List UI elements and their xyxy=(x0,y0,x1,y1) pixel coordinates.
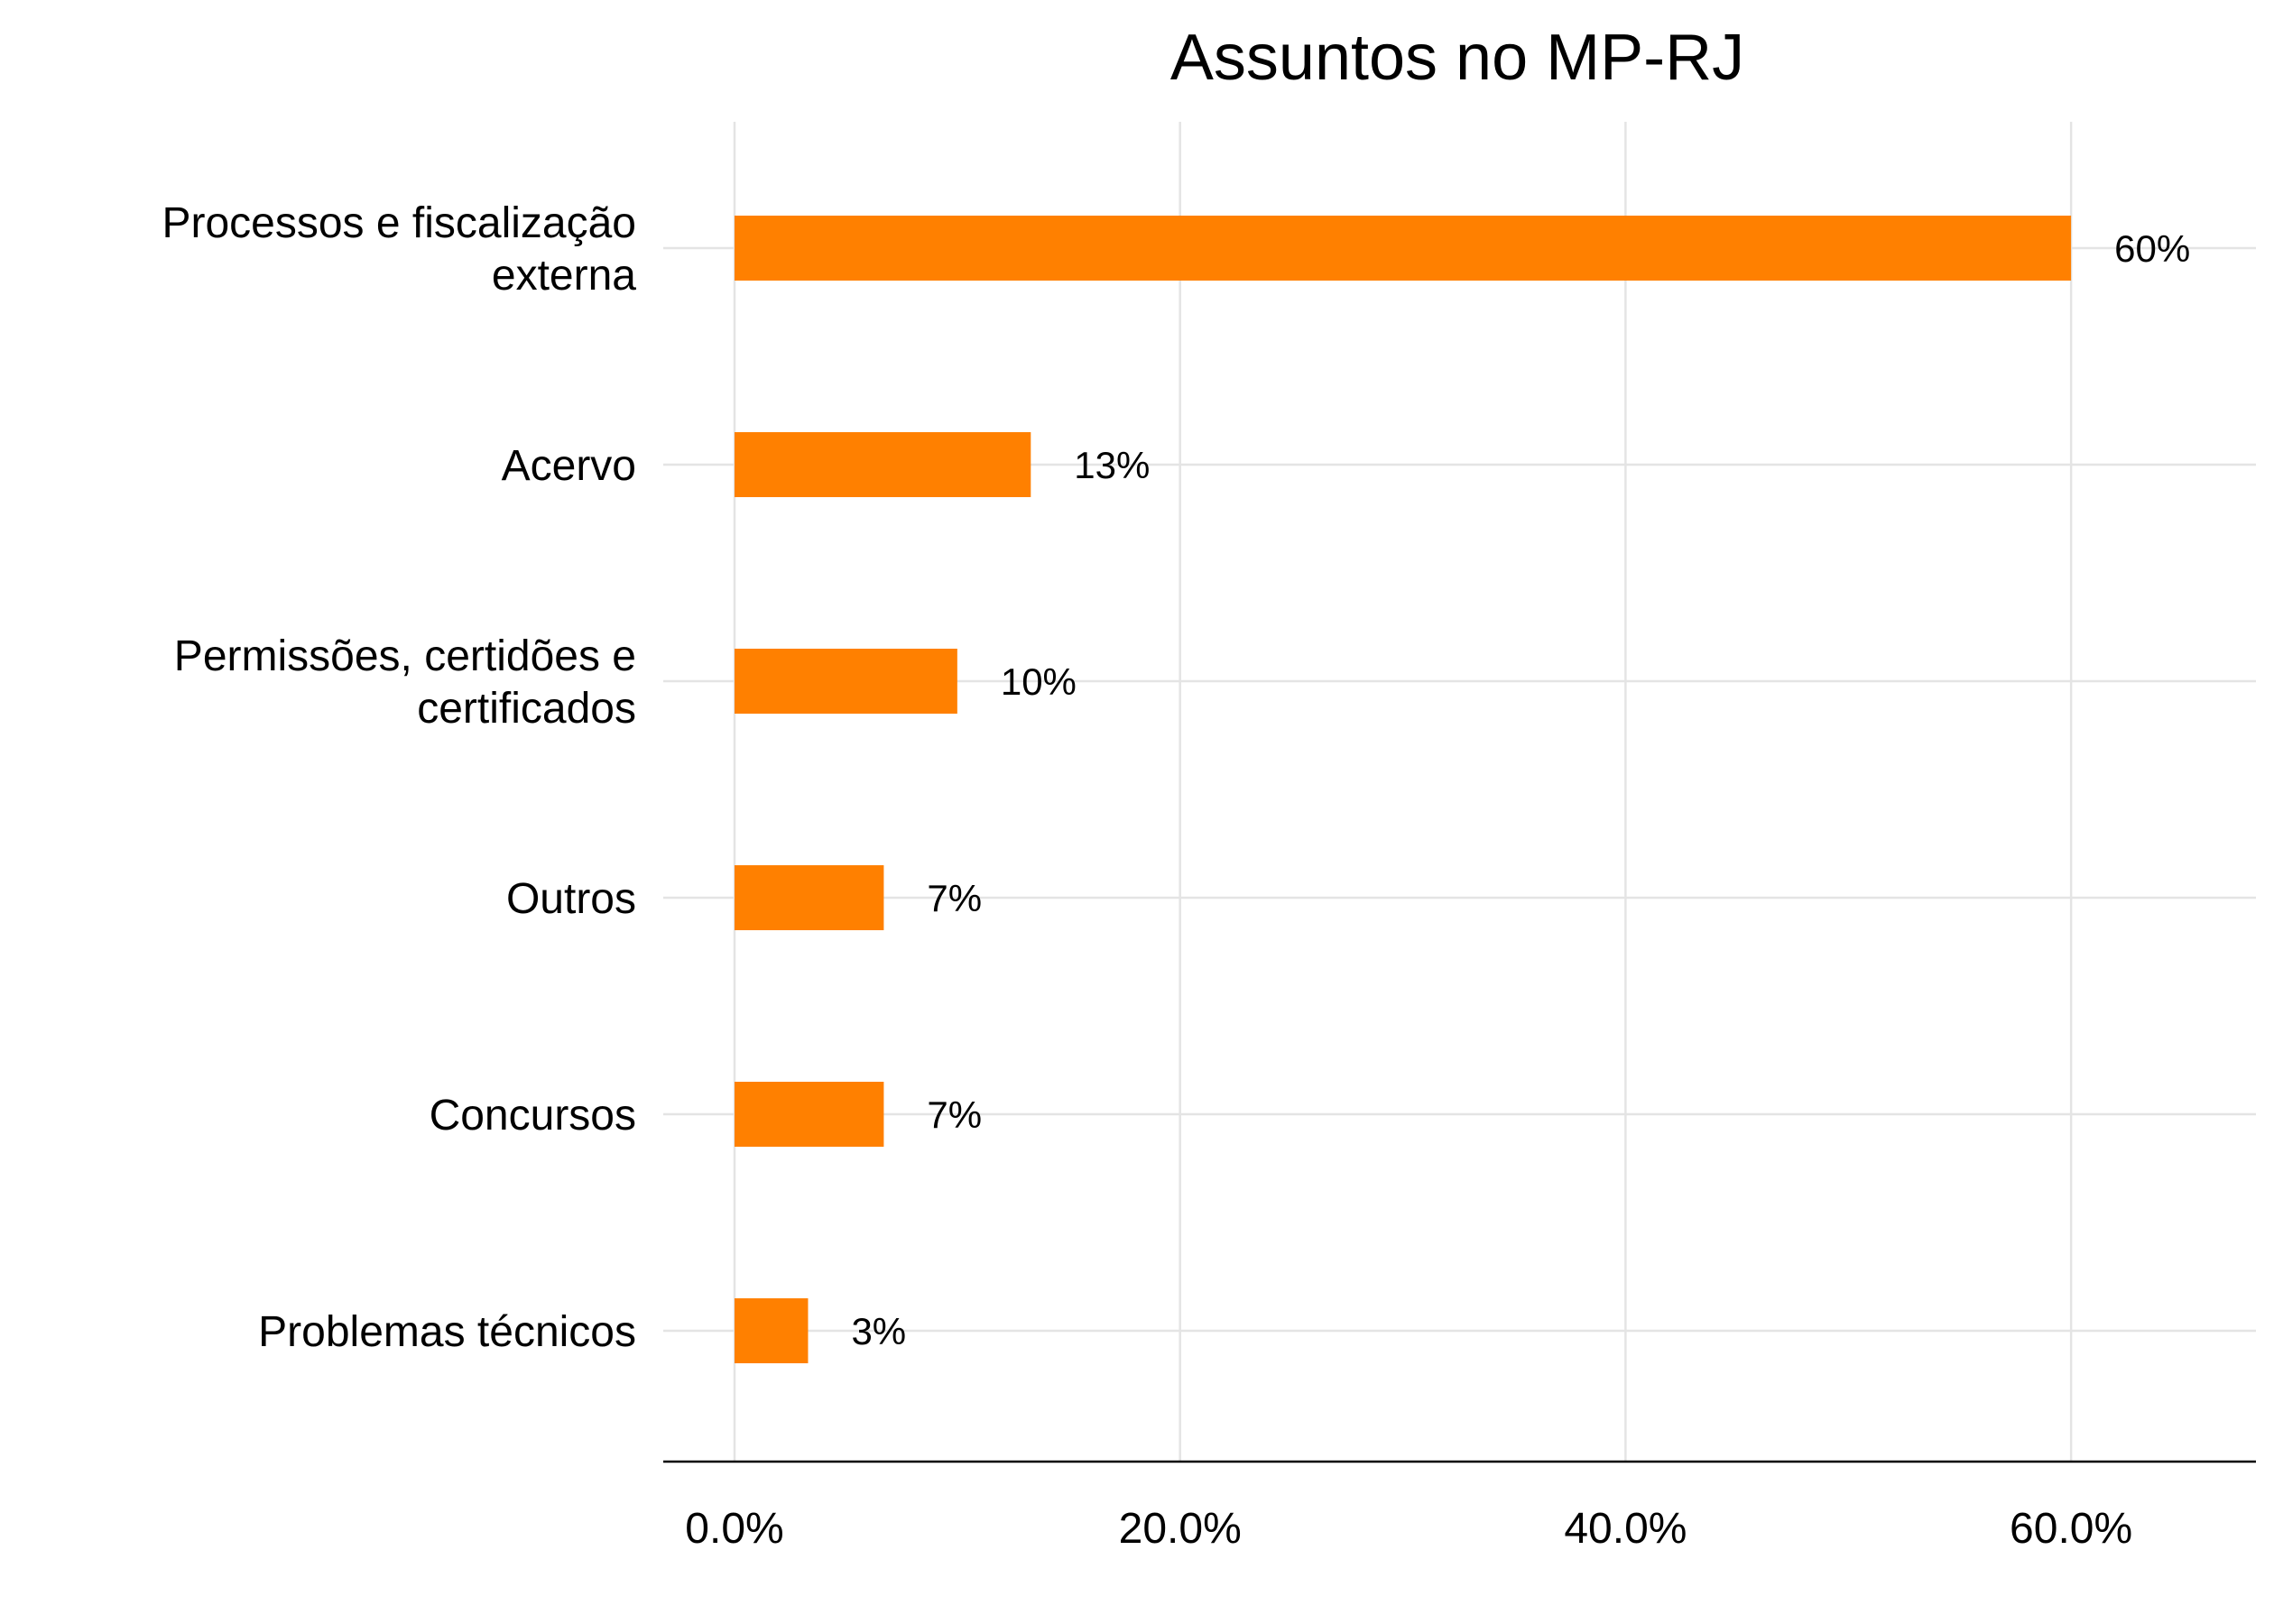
bar-value-label: 3% xyxy=(851,1310,906,1352)
gridlines xyxy=(663,122,2256,1462)
bar xyxy=(734,649,957,714)
bar xyxy=(734,216,2072,281)
category-label: Permissões, certidões e certificados xyxy=(174,632,636,733)
x-tick-labels: 0.0% 20.0% 40.0% 60.0% xyxy=(685,1505,2132,1553)
bar-value-label: 10% xyxy=(1001,660,1077,703)
category-labels: Processos e fiscalização externa Acervo Per… xyxy=(162,199,636,1356)
bar-value-label: 7% xyxy=(927,1093,982,1136)
category-label: Problemas técnicos xyxy=(258,1308,636,1356)
bar xyxy=(734,1298,809,1363)
bar xyxy=(734,432,1031,497)
category-label: Processos e fiscalização externa xyxy=(162,199,636,300)
bar-value-label: 60% xyxy=(2114,227,2190,270)
x-tick-label: 60.0% xyxy=(2010,1505,2132,1553)
bar xyxy=(734,1082,884,1147)
category-label: Outros xyxy=(506,875,636,923)
category-label: Concursos xyxy=(430,1092,636,1140)
x-tick-label: 20.0% xyxy=(1119,1505,1242,1553)
bar-value-label: 13% xyxy=(1074,444,1150,486)
bar-value-label: 7% xyxy=(927,877,982,919)
bar xyxy=(734,865,884,930)
bars xyxy=(734,216,2072,1363)
chart-title: Assuntos no MP-RJ xyxy=(1170,22,1744,94)
category-label: Acervo xyxy=(502,442,636,490)
x-tick-label: 40.0% xyxy=(1564,1505,1687,1553)
x-tick-label: 0.0% xyxy=(685,1505,783,1553)
data-labels: 60% 13% 10% 7% 7% 3% xyxy=(851,227,2190,1352)
